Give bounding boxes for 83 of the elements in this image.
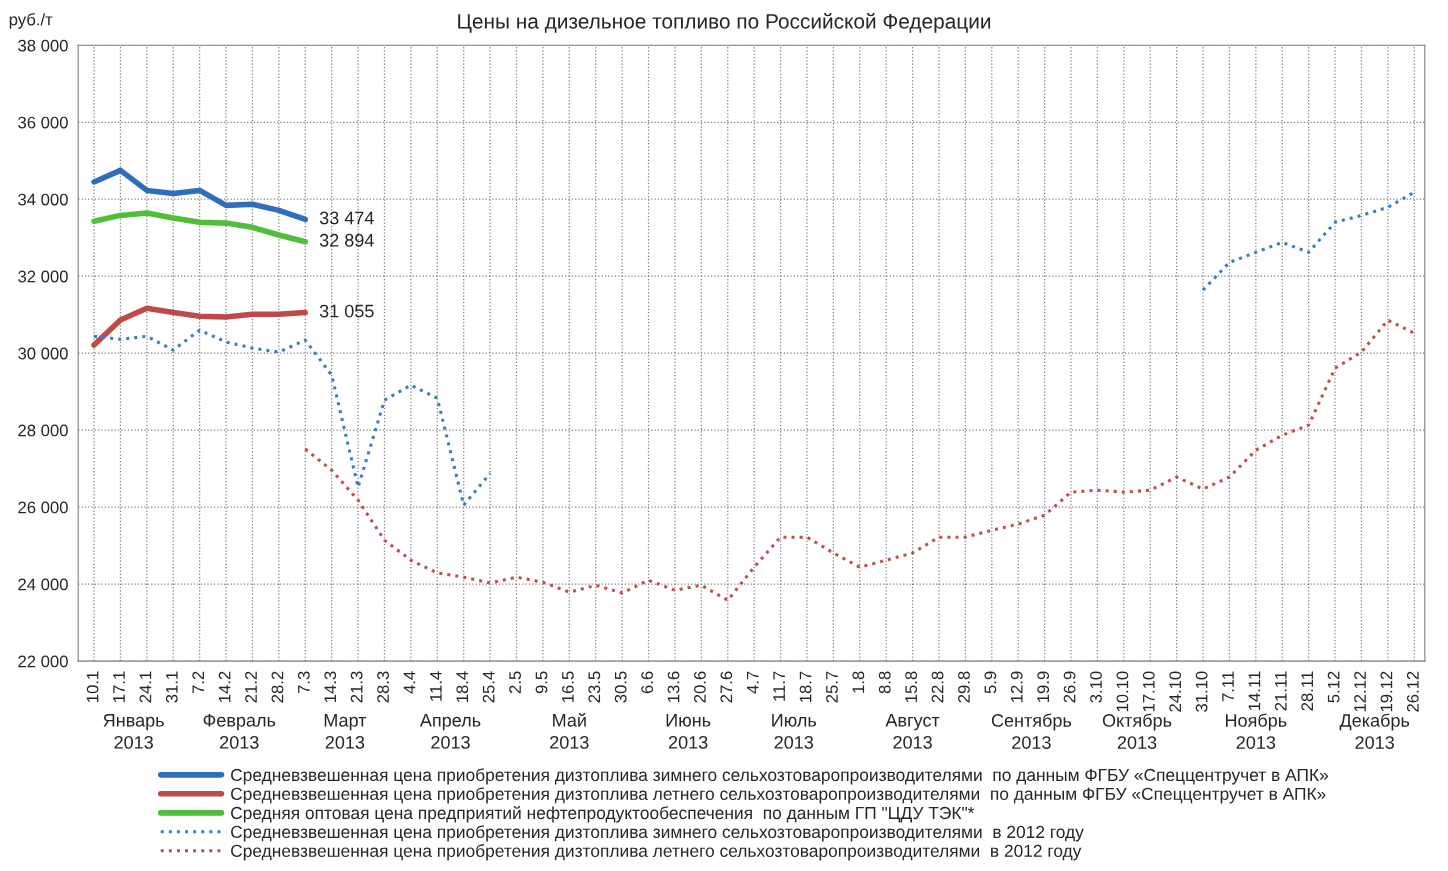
x-tick-label: 25.4 xyxy=(482,671,495,703)
data-label: 31 055 xyxy=(319,304,374,318)
x-tick-label: 5.9 xyxy=(984,671,997,694)
x-tick-label: 16.5 xyxy=(561,671,574,702)
x-tick-label: 18.7 xyxy=(799,671,812,702)
line-series xyxy=(303,318,1416,602)
text: Ноябрь 2013 xyxy=(1226,713,1287,749)
x-tick-label: 25.7 xyxy=(826,671,838,703)
x-tick-label: 31.10 xyxy=(1195,671,1208,712)
x-tick-label: 31.1 xyxy=(165,671,178,703)
x-tick-label: 24.1 xyxy=(139,671,152,703)
x-tick-label: 24.10 xyxy=(1169,671,1182,712)
text: Август 2013 xyxy=(885,714,940,749)
text: Октябрь 2013 xyxy=(1102,713,1172,749)
x-tick-label: 14.3 xyxy=(324,671,337,702)
x-tick-label: 9.5 xyxy=(535,671,548,694)
legend-label: Средняя оптовая цена предприятий нефтепродуктообеспечения по данным ГП "ЦДУ ТЭК"* xyxy=(231,806,975,823)
x-tick-label: 21.2 xyxy=(245,671,257,703)
text: Декабрь 2013 xyxy=(1339,713,1410,749)
text: Май 2013 xyxy=(550,713,589,749)
x-tick-label: 19.9 xyxy=(1037,671,1050,702)
x-tick-label: 7.2 xyxy=(192,671,204,694)
y-axis-title: руб./т xyxy=(9,13,53,29)
y-tick-label: 22 000 xyxy=(18,655,68,668)
legend-label: Средневзвешенная цена приобретения дизтоплива летнего сельхозтоваропроизводителями в 2012 году xyxy=(231,844,1082,861)
text: Январь 2013 xyxy=(103,714,164,749)
x-tick-label: 2.5 xyxy=(509,671,521,694)
y-tick-label: 36 000 xyxy=(18,116,68,129)
x-tick-label: 17.10 xyxy=(1142,671,1155,712)
x-tick-label: 20.6 xyxy=(694,671,706,703)
text: Сентябрь 2013 xyxy=(991,713,1072,749)
y-tick-label: 26 000 xyxy=(18,501,68,514)
x-tick-label: 30.5 xyxy=(614,671,627,703)
x-tick-label: 26.12 xyxy=(1406,671,1419,712)
x-tick-label: 6.6 xyxy=(641,671,654,694)
x-tick-label: 29.8 xyxy=(958,671,970,703)
x-tick-label: 21.11 xyxy=(1274,671,1287,711)
x-tick-label: 11.7 xyxy=(773,671,785,701)
legend-label: Средневзвешенная цена приобретения дизтоплива зимнего сельхозтоваропроизводителями в 2012 году xyxy=(231,825,1084,842)
x-tick-label: 28.11 xyxy=(1301,671,1314,711)
x-tick-label: 17.1 xyxy=(113,671,125,702)
x-tick-label: 8.8 xyxy=(878,671,891,694)
x-tick-label: 13.6 xyxy=(667,671,680,702)
x-tick-label: 12.12 xyxy=(1354,671,1366,712)
text: Июль 2013 xyxy=(772,714,817,749)
text: Февраль 2013 xyxy=(203,714,276,749)
x-tick-label: 10.10 xyxy=(1116,671,1129,712)
x-tick-label: 28.3 xyxy=(377,671,389,703)
text: Март 2013 xyxy=(324,714,367,749)
x-tick-label: 4.4 xyxy=(403,671,416,694)
y-tick-label: 30 000 xyxy=(18,347,68,360)
data-label: 33 474 xyxy=(319,211,374,225)
x-tick-label: 5.12 xyxy=(1327,671,1340,703)
chart-title: Цены на дизельное топливо по Российской Федерации xyxy=(458,13,991,33)
x-tick-label: 28.2 xyxy=(271,671,284,703)
x-tick-label: 19.12 xyxy=(1380,671,1393,712)
x-tick-label: 7.11 xyxy=(1222,671,1234,702)
x-tick-label: 14.11 xyxy=(1248,671,1261,711)
x-tick-label: 26.9 xyxy=(1063,671,1076,703)
y-tick-label: 32 000 xyxy=(18,270,68,283)
x-tick-label: 10.1 xyxy=(86,671,99,702)
x-tick-label: 14.2 xyxy=(218,671,231,702)
x-tick-label: 12.9 xyxy=(1010,671,1023,702)
x-tick-label: 21.3 xyxy=(350,671,363,703)
y-tick-label: 24 000 xyxy=(18,578,68,591)
y-tick-label: 28 000 xyxy=(18,424,68,437)
x-tick-label: 15.8 xyxy=(905,671,918,702)
x-tick-label: 22.8 xyxy=(931,671,944,703)
text: Июнь 2013 xyxy=(666,714,711,749)
x-tick-label: 11.4 xyxy=(430,671,442,701)
x-tick-label: 4.7 xyxy=(747,671,759,694)
legend-label: Средневзвешенная цена приобретения дизтоплива зимнего сельхозтоваропроизводителями по данным ФГБУ «Спеццентручет в АПК» xyxy=(231,768,1329,785)
x-tick-label: 18.4 xyxy=(456,671,469,702)
x-tick-label: 3.10 xyxy=(1090,671,1102,703)
x-tick-label: 1.8 xyxy=(852,671,865,693)
y-tick-label: 34 000 xyxy=(18,193,68,206)
x-tick-label: 23.5 xyxy=(588,671,601,703)
x-tick-label: 27.6 xyxy=(720,671,733,703)
x-tick-label: 7.3 xyxy=(297,671,310,694)
legend-label: Средневзвешенная цена приобретения дизтоплива летнего сельхозтоваропроизводителями по данным ФГБУ «Спеццентручет в АПК» xyxy=(231,787,1326,804)
text: Апрель 2013 xyxy=(419,714,481,749)
y-tick-label: 38 000 xyxy=(18,39,68,52)
data-label: 32 894 xyxy=(319,233,374,247)
